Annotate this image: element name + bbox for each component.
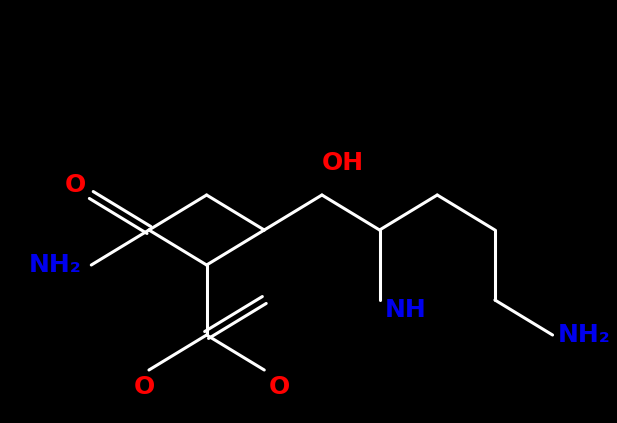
Text: OH: OH: [322, 151, 364, 175]
Text: O: O: [133, 375, 155, 399]
Text: O: O: [269, 375, 291, 399]
Text: O: O: [65, 173, 86, 197]
Text: NH₂: NH₂: [29, 253, 81, 277]
Text: NH₂: NH₂: [557, 323, 610, 347]
Text: NH: NH: [384, 298, 426, 322]
